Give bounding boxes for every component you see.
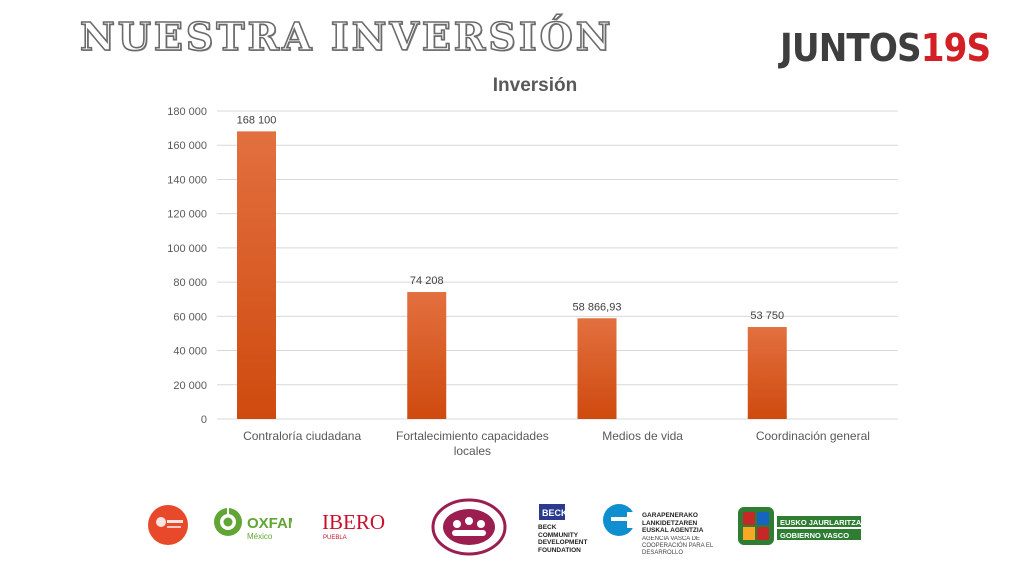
y-tick-label: 160 000 [167,140,207,152]
ibero-logo: IBERO PUEBLA [322,510,385,541]
y-tick-label: 20 000 [173,380,207,392]
bar [407,292,447,419]
y-tick-label: 120 000 [167,209,207,221]
x-tick-label: Medios de vida [602,429,683,443]
bar-chart: Inversión 0 20 000 40 000 60 000 80 000 100 0… [167,75,898,458]
y-tick-label: 0 [201,414,207,426]
oxfam-subtext: México [247,532,273,541]
agencia-vasca-subtext: AGENCIA VASCA DE COOPERACIÓN PARA EL DES… [642,536,714,556]
beck-subtext: BECK COMMUNITY DEVELOPMENT FOUNDATION [538,524,588,554]
data-label: 168 100 [237,114,277,126]
slide-title: NUESTRA INVERSIÓN [79,13,614,60]
bar [237,131,276,419]
gobierno-vasco-subtext: GOBIERNO VASCO [780,531,849,540]
y-tick-label: 180 000 [167,106,207,118]
y-tick-label: 140 000 [167,174,207,186]
brand-word: JUNTOS [780,26,922,70]
x-tick-label: Fortalecimiento capacidades locales [396,429,549,458]
gobierno-vasco-logo: EUSKO JAURLARITZA GOBIERNO VASCO [738,507,862,545]
data-label: 58 866,93 [573,301,622,313]
data-label: 53 750 [750,310,784,322]
accion-ciudadana-logo [148,505,188,545]
hands-circle-logo [431,498,507,556]
data-label: 74 208 [410,275,444,287]
y-tick-label: 40 000 [173,346,207,358]
ibero-text: IBERO [322,510,385,534]
agencia-vasca-text: GARAPENERAKO LANKIDETZAREN EUSKAL AGENTZ… [642,512,704,534]
beck-text: BECK [542,508,568,518]
y-tick-label: 80 000 [173,277,207,289]
brand-logo: JUNTOS19S [780,26,991,70]
bar [747,327,787,419]
ibero-subtext: PUEBLA [323,535,347,541]
chart-title: Inversión [493,75,577,96]
y-tick-label: 100 000 [167,243,207,255]
bar [577,318,617,419]
beck-logo: BECK BECK COMMUNITY DEVELOPMENT FOUNDATI… [538,504,588,554]
gobierno-vasco-text: EUSKO JAURLARITZA [780,518,862,527]
y-tick-label: 60 000 [173,311,207,323]
x-tick-label: Contraloría ciudadana [243,429,361,443]
brand-number: 19S [920,26,991,70]
x-tick-label: Coordinación general [756,429,870,443]
agencia-vasca-logo: GARAPENERAKO LANKIDETZAREN EUSKAL AGENTZ… [603,504,714,556]
